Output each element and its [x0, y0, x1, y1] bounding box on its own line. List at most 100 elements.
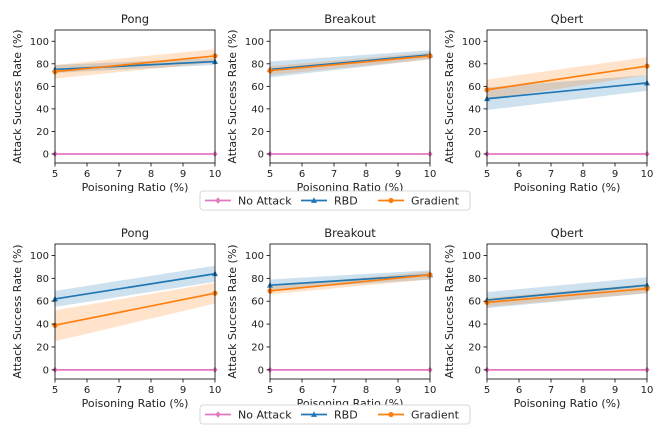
chart-title: Qbert: [551, 12, 584, 26]
legend-top: No Attack RBD Gradient: [199, 190, 471, 211]
chart-title: Pong: [121, 12, 149, 26]
legend-label: Gradient: [411, 409, 460, 422]
y-tick-label: 60: [251, 297, 264, 308]
series-line-gradient: [269, 55, 431, 72]
legend-label: RBD: [334, 195, 358, 208]
x-tick-label: 7: [331, 169, 337, 180]
x-tick-label: 9: [395, 169, 401, 180]
plot-frame: [269, 29, 431, 164]
chart-title: Pong: [121, 226, 149, 240]
confidence-band-gradient: [55, 282, 215, 342]
x-axis-label: Poisoning Ratio (%): [514, 397, 621, 410]
y-tick-label: 20: [36, 127, 49, 138]
series-line-rbd: [269, 274, 431, 287]
plot-frame: [54, 243, 216, 380]
y-tick-label: 0: [475, 149, 481, 160]
series-line-gradient: [54, 55, 216, 73]
y-axis-label: Attack Success Rate (%): [443, 244, 456, 378]
legend-label: Gradient: [411, 195, 460, 208]
x-tick-label: 8: [363, 385, 369, 396]
y-tick-label: 60: [251, 82, 264, 93]
legend-item-gradient: Gradient: [378, 195, 460, 208]
y-tick-label: 40: [251, 104, 264, 115]
y-tick-label: 0: [258, 365, 264, 376]
y-tick-label: 40: [36, 104, 49, 115]
y-axis-label: Attack Success Rate (%): [11, 29, 24, 163]
y-axis-label: Attack Success Rate (%): [443, 29, 456, 163]
legend-marker-rbd: [311, 197, 317, 203]
y-axis-label: Attack Success Rate (%): [226, 29, 239, 163]
y-tick-label: 80: [251, 274, 264, 285]
x-tick-label: 7: [331, 385, 337, 396]
x-tick-label: 10: [641, 385, 654, 396]
legend-label: RBD: [334, 409, 358, 422]
x-tick-label: 9: [612, 169, 618, 180]
y-tick-label: 0: [43, 149, 49, 160]
y-tick-label: 100: [30, 251, 49, 262]
y-tick-label: 0: [475, 365, 481, 376]
x-tick-label: 9: [395, 385, 401, 396]
chart-title: Breakout: [324, 12, 376, 26]
x-tick-label: 8: [148, 385, 154, 396]
x-tick-label: 6: [299, 385, 305, 396]
series-line-rbd: [54, 272, 216, 300]
legend-label: No Attack: [238, 409, 292, 422]
chart-panel-3: Qbert 0 20 40 60 80 100 5 6 7 8 9 10 Poisoning Ratio …: [443, 12, 653, 194]
y-axis-label: Attack Success Rate (%): [226, 244, 239, 378]
y-tick-label: 80: [468, 274, 481, 285]
x-tick-label: 8: [363, 169, 369, 180]
plot-frame: [486, 29, 648, 164]
y-tick-label: 100: [245, 251, 264, 262]
x-tick-label: 8: [580, 385, 586, 396]
x-tick-label: 10: [641, 169, 654, 180]
x-tick-label: 7: [548, 385, 554, 396]
legend-label: No Attack: [238, 195, 292, 208]
legend-marker-no-attack: [215, 197, 221, 204]
y-tick-label: 60: [468, 297, 481, 308]
x-tick-label: 5: [52, 169, 58, 180]
x-tick-label: 5: [484, 385, 490, 396]
y-tick-label: 60: [468, 82, 481, 93]
y-tick-label: 40: [468, 104, 481, 115]
x-tick-label: 8: [148, 169, 154, 180]
legend-marker-gradient: [388, 197, 394, 204]
x-tick-label: 9: [180, 385, 186, 396]
x-tick-label: 9: [180, 169, 186, 180]
y-tick-label: 100: [245, 37, 264, 48]
y-tick-label: 100: [30, 37, 49, 48]
legend-item-gradient: Gradient: [378, 409, 460, 422]
x-tick-label: 10: [424, 385, 437, 396]
x-tick-label: 10: [209, 385, 222, 396]
series-line-rbd: [486, 284, 648, 301]
series-line-gradient: [486, 65, 648, 91]
x-tick-label: 6: [299, 169, 305, 180]
chart-panel-1: Pong 0 20 40 60 80 100 5 6 7 8 9 10 Poisoning Ratio (…: [11, 12, 221, 194]
x-tick-label: 10: [209, 169, 222, 180]
x-tick-label: 10: [424, 169, 437, 180]
legend-marker-no-attack: [215, 411, 221, 418]
legend-item-no-attack: No Attack: [205, 195, 292, 208]
x-axis-label: Poisoning Ratio (%): [82, 181, 189, 194]
legend-marker-rbd: [311, 411, 317, 417]
y-tick-label: 80: [36, 59, 49, 70]
chart-title: Qbert: [551, 226, 584, 240]
y-tick-label: 60: [36, 297, 49, 308]
legend-bottom: No Attack RBD Gradient: [199, 404, 471, 425]
y-tick-label: 40: [251, 320, 264, 331]
x-tick-label: 7: [116, 385, 122, 396]
legend-box: [199, 404, 471, 425]
y-tick-label: 100: [462, 251, 481, 262]
chart-title: Breakout: [324, 226, 376, 240]
y-tick-label: 80: [251, 59, 264, 70]
x-axis-label: Poisoning Ratio (%): [82, 397, 189, 410]
y-tick-label: 80: [36, 274, 49, 285]
legend-item-rbd: RBD: [301, 195, 358, 208]
legend-marker-gradient: [388, 411, 394, 418]
x-tick-label: 5: [267, 169, 273, 180]
series-line-gradient: [486, 287, 648, 304]
y-axis-label: Attack Success Rate (%): [11, 244, 24, 378]
